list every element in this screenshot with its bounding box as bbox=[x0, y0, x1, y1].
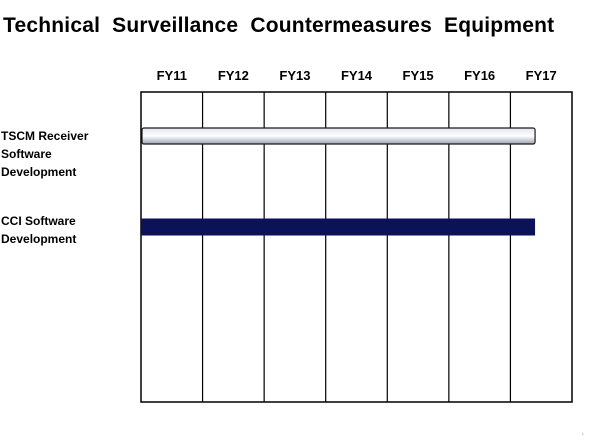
column-header-fy14: FY14 bbox=[341, 68, 373, 83]
column-header-fy17: FY17 bbox=[526, 68, 557, 83]
column-header-fy13: FY13 bbox=[279, 68, 310, 83]
column-header-fy12: FY12 bbox=[218, 68, 249, 83]
grid-frame bbox=[140, 91, 573, 403]
column-header-fy11: FY11 bbox=[157, 68, 187, 83]
column-header-fy15: FY15 bbox=[403, 68, 434, 83]
row-label-tscm-receiver: TSCM Receiver Software Development bbox=[1, 129, 89, 179]
gantt-bar-1 bbox=[141, 218, 536, 236]
row-label-cci-software: CCI Software Development bbox=[1, 214, 77, 246]
gantt-bar-0 bbox=[141, 127, 536, 145]
chart-title: Technical Surveillance Countermeasures E… bbox=[3, 14, 555, 37]
page-number: 1 bbox=[581, 431, 584, 436]
column-header-fy16: FY16 bbox=[464, 68, 495, 83]
